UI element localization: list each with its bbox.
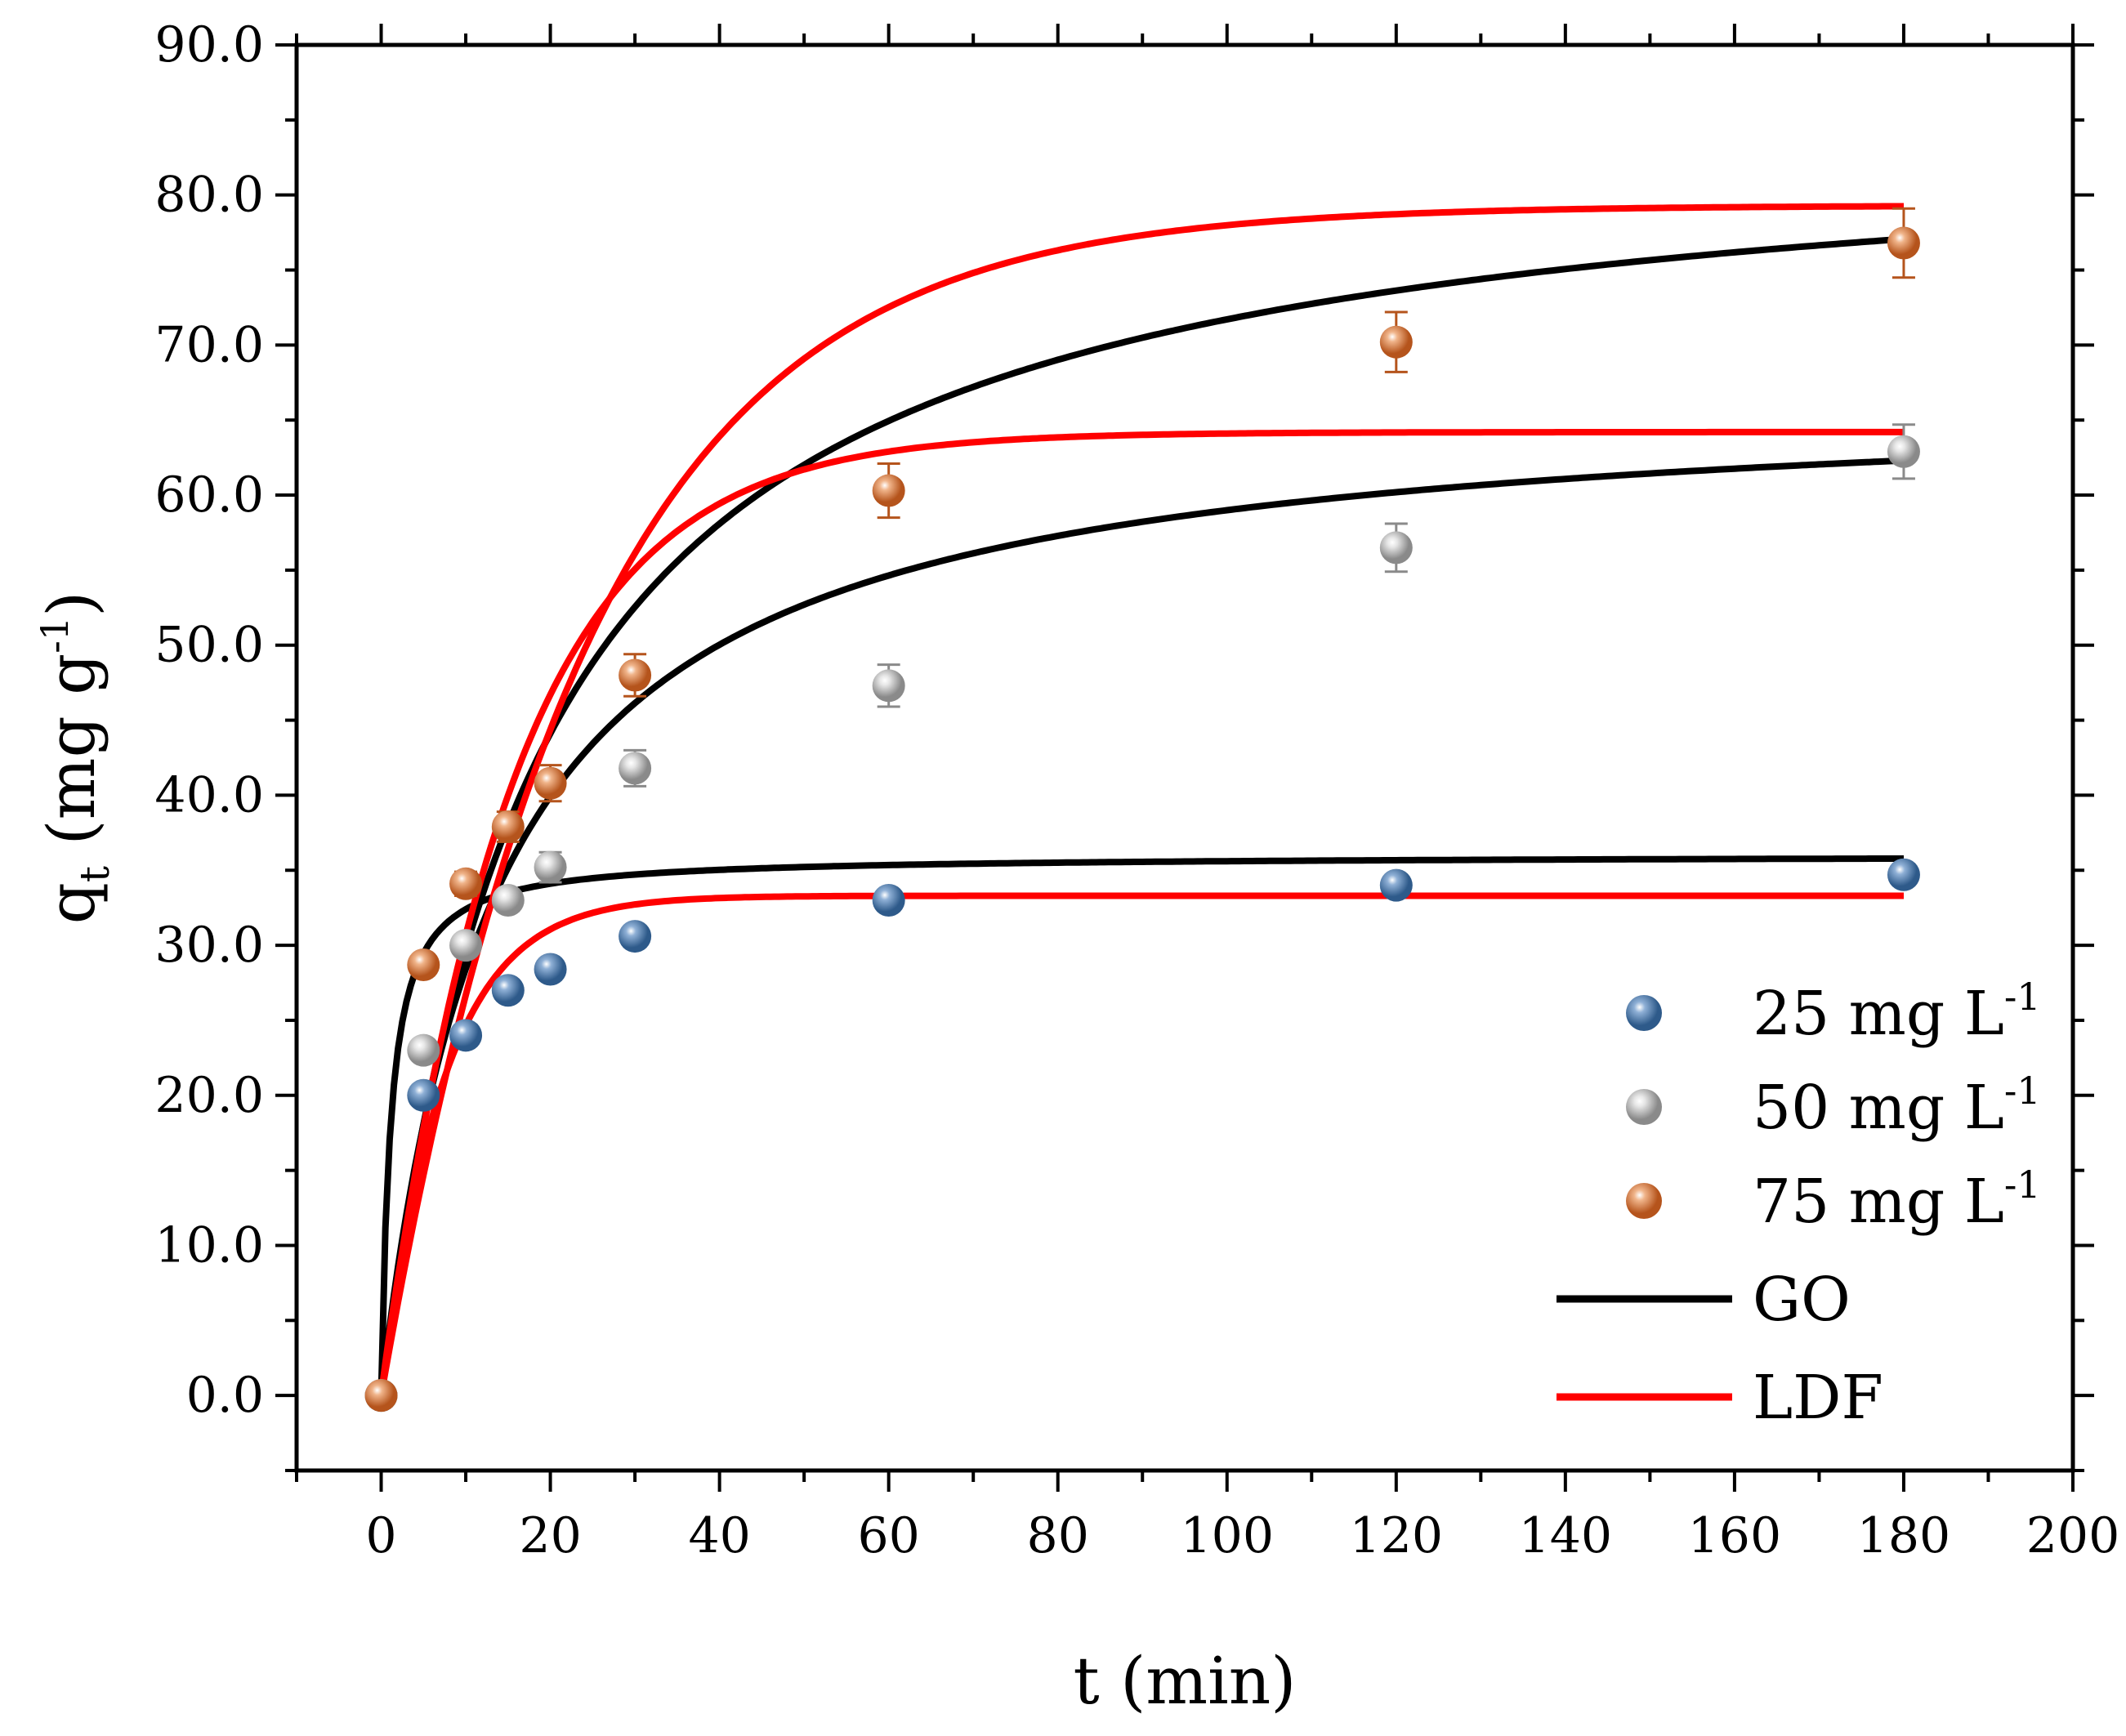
data-point-25 xyxy=(619,920,652,953)
tick-labels: 0 20 40 60 80 100 120 140 160 180 200 0.0 10.0 20.0 30… xyxy=(154,16,2119,1564)
y-tick-label: 60.0 xyxy=(154,466,264,524)
fit-curve-go xyxy=(377,457,1905,1396)
data-point-25 xyxy=(534,953,567,986)
legend-item-go: GO xyxy=(1557,1265,1851,1335)
y-tick-label: 30.0 xyxy=(154,917,264,974)
data-point-50 xyxy=(1887,435,1920,468)
y-tick-label: 40.0 xyxy=(154,766,264,823)
x-tick-label: 180 xyxy=(1857,1507,1951,1564)
legend-label-25-sup: -1 xyxy=(2004,975,2041,1019)
data-point-75 xyxy=(491,810,525,843)
legend-marker-75 xyxy=(1626,1183,1662,1219)
y-axis-title-close: ) xyxy=(33,591,109,617)
data-point-50 xyxy=(449,929,483,962)
y-tick-label: 50.0 xyxy=(154,617,264,674)
data-point-75 xyxy=(619,658,652,692)
y-tick-label: 20.0 xyxy=(154,1067,264,1124)
data-point-25 xyxy=(1887,858,1920,891)
data-point-25 xyxy=(872,884,905,917)
x-tick-label: 160 xyxy=(1688,1507,1782,1564)
data-point-50 xyxy=(872,669,905,703)
legend-label-75-text: 75 mg L xyxy=(1753,1167,2004,1237)
legend-marker-25 xyxy=(1626,995,1662,1031)
y-axis-title: qt (mg g-1) xyxy=(33,591,118,925)
y-tick-label: 80.0 xyxy=(154,167,264,224)
data-point-75 xyxy=(449,867,483,900)
data-point-75 xyxy=(872,474,905,507)
fit-curve-go xyxy=(377,855,1904,1396)
fit-curve-ldf xyxy=(377,892,1904,1396)
y-axis-title-main: q xyxy=(33,882,109,924)
x-tick-label: 20 xyxy=(519,1507,581,1564)
y-tick-label: 90.0 xyxy=(154,16,264,74)
x-axis-title: t (min) xyxy=(1074,1643,1297,1719)
legend-label-75: 75 mg L-1 xyxy=(1753,1163,2041,1237)
data-point-25 xyxy=(491,974,525,1007)
x-tick-label: 0 xyxy=(365,1507,396,1564)
data-point-75 xyxy=(1887,226,1920,260)
data-point-75 xyxy=(407,948,440,981)
x-tick-label: 60 xyxy=(857,1507,919,1564)
y-axis-title-superscript: -1 xyxy=(33,617,77,654)
y-tick-label: 0.0 xyxy=(186,1367,264,1424)
legend-item-ldf: LDF xyxy=(1557,1363,1883,1433)
legend-label-50-sup: -1 xyxy=(2004,1069,2041,1113)
legend-label-25: 25 mg L-1 xyxy=(1753,975,2041,1049)
data-point-50 xyxy=(1379,531,1413,565)
x-tick-label: 140 xyxy=(1519,1507,1613,1564)
data-point-50 xyxy=(407,1033,440,1067)
data-point-25 xyxy=(407,1078,440,1112)
y-tick-label: 70.0 xyxy=(154,316,264,373)
x-tick-label: 200 xyxy=(2026,1507,2120,1564)
y-axis-title-units: (mg g xyxy=(33,654,109,866)
fit-curve-ldf xyxy=(377,428,1904,1396)
fit-curves xyxy=(377,203,1905,1396)
legend-label-go: GO xyxy=(1753,1265,1851,1335)
data-point-75 xyxy=(364,1379,398,1412)
data-point-75 xyxy=(534,766,567,800)
legend: 25 mg L-1 50 mg L-1 75 mg L-1 GO LDF xyxy=(1557,975,2041,1433)
data-point-25 xyxy=(449,1019,483,1052)
data-point-50 xyxy=(491,884,525,917)
legend-item-25: 25 mg L-1 xyxy=(1626,975,2041,1049)
data-point-50 xyxy=(619,752,652,785)
legend-item-50: 50 mg L-1 xyxy=(1626,1069,2041,1143)
x-tick-label: 80 xyxy=(1027,1507,1089,1564)
y-tick-label: 10.0 xyxy=(154,1216,264,1274)
x-tick-label: 120 xyxy=(1350,1507,1444,1564)
x-tick-label: 40 xyxy=(688,1507,750,1564)
data-points xyxy=(364,207,1920,1412)
x-tick-label: 100 xyxy=(1180,1507,1274,1564)
legend-label-50-text: 50 mg L xyxy=(1753,1073,2004,1143)
legend-item-75: 75 mg L-1 xyxy=(1626,1163,2041,1237)
data-point-25 xyxy=(1379,868,1413,902)
legend-label-50: 50 mg L-1 xyxy=(1753,1069,2041,1143)
legend-label-25-text: 25 mg L xyxy=(1753,979,2004,1049)
y-axis-title-subscript: t xyxy=(71,866,118,882)
fit-curve-ldf xyxy=(377,203,1904,1396)
legend-label-ldf: LDF xyxy=(1753,1363,1883,1433)
fit-curve-go xyxy=(377,235,1905,1396)
plot-frame xyxy=(294,42,2075,1473)
data-point-50 xyxy=(534,850,567,884)
legend-label-75-sup: -1 xyxy=(2004,1163,2041,1207)
axis-ticks xyxy=(275,24,2094,1492)
data-point-75 xyxy=(1379,325,1413,359)
legend-marker-50 xyxy=(1626,1089,1662,1125)
